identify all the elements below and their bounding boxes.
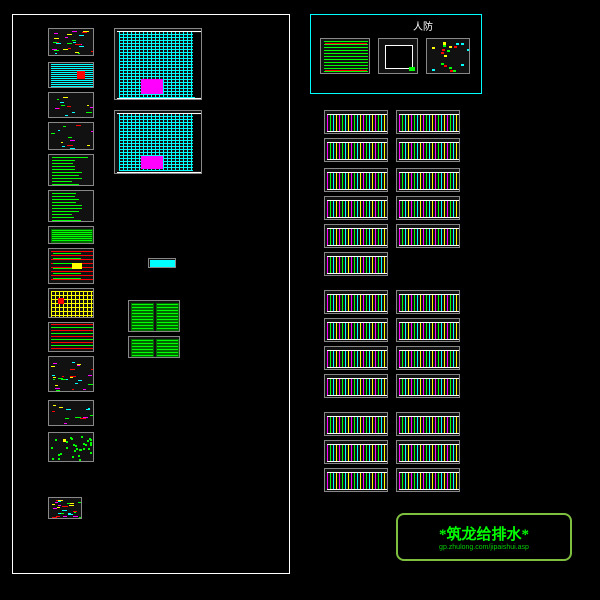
- cad-thumbnail: [324, 374, 388, 398]
- cad-thumbnail: [48, 432, 94, 462]
- cad-thumbnail: [378, 38, 418, 74]
- cad-thumbnail: [148, 258, 176, 268]
- cad-thumbnail: [320, 38, 370, 74]
- cad-thumbnail: [396, 224, 460, 248]
- cad-thumbnail: [324, 412, 388, 436]
- cad-thumbnail: [396, 468, 460, 492]
- cad-thumbnail: [396, 138, 460, 162]
- watermark-text: *筑龙给排水*: [439, 523, 529, 544]
- cad-thumbnail: [324, 110, 388, 134]
- cad-thumbnail: [426, 38, 470, 74]
- cad-thumbnail: [114, 110, 202, 174]
- cad-thumbnail: [48, 356, 94, 392]
- cad-thumbnail: [324, 224, 388, 248]
- watermark-box: *筑龙给排水* gp.zhulong.com/jipaishui.asp: [396, 513, 572, 561]
- watermark-url: gp.zhulong.com/jipaishui.asp: [439, 544, 529, 551]
- cad-thumbnail: [48, 122, 94, 150]
- cad-thumbnail: [396, 318, 460, 342]
- cad-thumbnail: [128, 336, 180, 358]
- cad-thumbnail: [324, 196, 388, 220]
- cad-thumbnail: [128, 300, 180, 332]
- cad-thumbnail: [114, 28, 202, 100]
- cad-thumbnail: [324, 318, 388, 342]
- cad-thumbnail: [48, 322, 94, 352]
- cad-thumbnail: [48, 92, 94, 118]
- cad-thumbnail: [324, 252, 388, 276]
- cad-thumbnail: [324, 168, 388, 192]
- cad-thumbnail: [324, 440, 388, 464]
- cad-thumbnail: [396, 374, 460, 398]
- cad-thumbnail: [324, 290, 388, 314]
- cad-thumbnail: [48, 28, 94, 56]
- cad-thumbnail: [48, 154, 94, 186]
- cad-thumbnail: [48, 62, 94, 88]
- cad-thumbnail: [396, 290, 460, 314]
- cad-thumbnail: [48, 248, 94, 284]
- cad-thumbnail: [396, 196, 460, 220]
- cad-thumbnail: [396, 168, 460, 192]
- cad-thumbnail: [396, 412, 460, 436]
- cad-thumbnail: [396, 440, 460, 464]
- cad-thumbnail: [48, 497, 82, 519]
- cad-thumbnail: [396, 346, 460, 370]
- cad-thumbnail: [48, 288, 94, 318]
- cad-thumbnail: [324, 468, 388, 492]
- cad-thumbnail: [396, 110, 460, 134]
- cad-thumbnail: [48, 226, 94, 244]
- renfang-title: 人防: [413, 18, 433, 33]
- cad-thumbnail: [48, 400, 94, 426]
- cad-thumbnail: [324, 346, 388, 370]
- cad-thumbnail: [324, 138, 388, 162]
- cad-thumbnail: [48, 190, 94, 222]
